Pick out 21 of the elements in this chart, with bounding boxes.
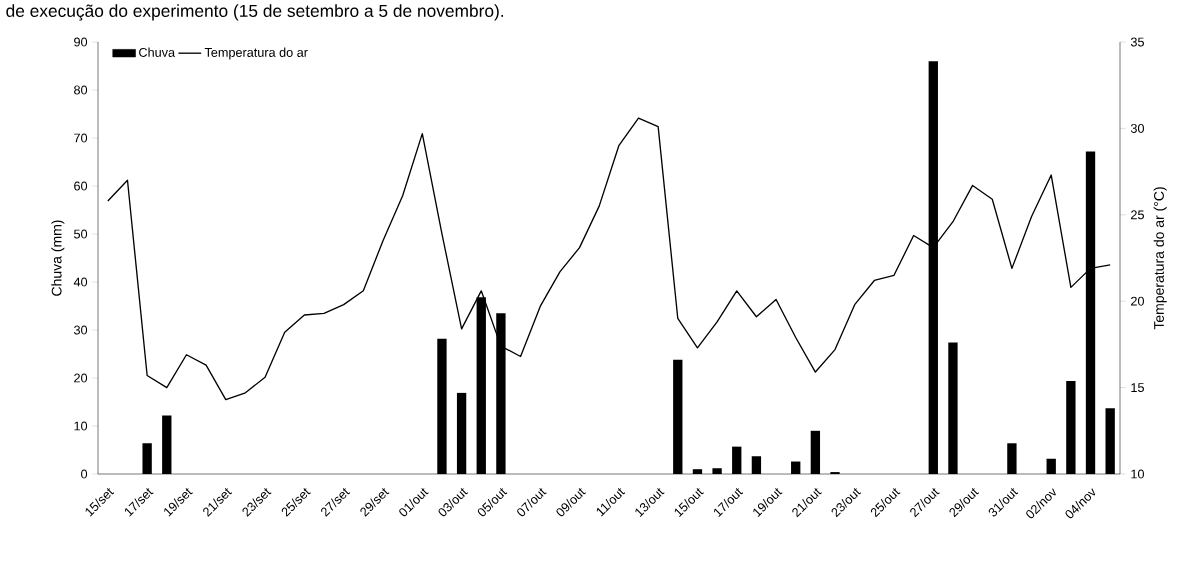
text: de execução do experimento (15 de setembro a 5 de novembro). bbox=[6, 4, 504, 21]
y-tick-label: 20 bbox=[74, 373, 88, 383]
y-tick-label: 0 bbox=[81, 469, 88, 479]
y-tick-label: 70 bbox=[74, 133, 88, 143]
y-tick-label: 10 bbox=[74, 421, 88, 431]
y-tick-label: 40 bbox=[73, 277, 88, 287]
y-tick-label: 30 bbox=[73, 325, 88, 335]
legend-label: Temperatura do ar bbox=[204, 47, 308, 60]
y2-tick-label: 15 bbox=[1131, 383, 1144, 393]
y2-tick-label: 10 bbox=[1131, 469, 1144, 479]
legend-label: Chuva bbox=[139, 47, 176, 57]
y2-tick-label: 30 bbox=[1130, 123, 1144, 133]
y2-tick-label: 25 bbox=[1131, 210, 1144, 220]
y2-tick-label: 35 bbox=[1130, 37, 1144, 47]
y-axis-title: Chuva (mm) bbox=[51, 220, 65, 296]
y-tick-label: 90 bbox=[74, 37, 88, 47]
y2-tick-label: 20 bbox=[1131, 296, 1144, 306]
y2-axis-title: Temperatura do ar (°C) bbox=[1153, 187, 1167, 330]
y-tick-label: 60 bbox=[74, 181, 88, 191]
y-tick-label: 80 bbox=[74, 85, 88, 95]
y-tick-label: 50 bbox=[74, 229, 88, 239]
